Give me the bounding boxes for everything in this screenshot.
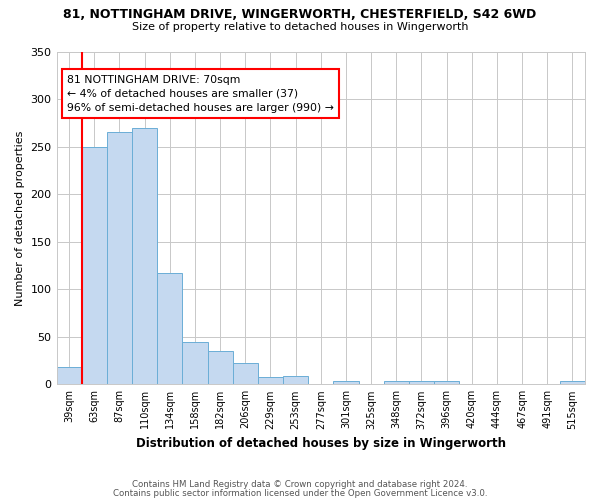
Bar: [182, 342, 208, 384]
Text: 81 NOTTINGHAM DRIVE: 70sqm
← 4% of detached houses are smaller (37)
96% of semi-: 81 NOTTINGHAM DRIVE: 70sqm ← 4% of detac…: [67, 75, 334, 113]
Bar: [107, 132, 132, 384]
Bar: [383, 382, 409, 384]
Y-axis label: Number of detached properties: Number of detached properties: [15, 130, 25, 306]
Bar: [56, 367, 82, 384]
Text: 81, NOTTINGHAM DRIVE, WINGERWORTH, CHESTERFIELD, S42 6WD: 81, NOTTINGHAM DRIVE, WINGERWORTH, CHEST…: [64, 8, 536, 20]
Bar: [334, 382, 359, 384]
Text: Contains HM Land Registry data © Crown copyright and database right 2024.: Contains HM Land Registry data © Crown c…: [132, 480, 468, 489]
Bar: [132, 128, 157, 384]
Bar: [208, 351, 233, 384]
Text: Size of property relative to detached houses in Wingerworth: Size of property relative to detached ho…: [132, 22, 468, 32]
Bar: [258, 376, 283, 384]
Bar: [157, 273, 182, 384]
Bar: [409, 382, 434, 384]
X-axis label: Distribution of detached houses by size in Wingerworth: Distribution of detached houses by size …: [136, 437, 506, 450]
Bar: [434, 382, 459, 384]
Bar: [82, 146, 107, 384]
Bar: [560, 382, 585, 384]
Text: Contains public sector information licensed under the Open Government Licence v3: Contains public sector information licen…: [113, 490, 487, 498]
Bar: [283, 376, 308, 384]
Bar: [233, 364, 258, 384]
